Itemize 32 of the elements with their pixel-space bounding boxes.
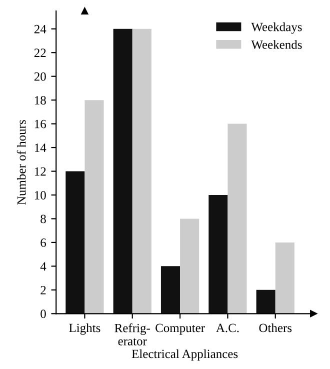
- bar: [275, 242, 294, 314]
- bar: [132, 28, 152, 314]
- y-tick-label: 16: [34, 120, 46, 128]
- legend-label: Weekends: [251, 40, 302, 49]
- bar: [228, 124, 247, 314]
- y-tick-label: 24: [34, 24, 46, 34]
- bar: [256, 290, 276, 314]
- y-tick-label: 14: [34, 144, 46, 152]
- y-tick-label: 4: [40, 262, 46, 271]
- x-tick-label: A.C.: [216, 324, 239, 332]
- x-tick-label: Computer: [156, 324, 205, 335]
- bar: [180, 218, 200, 314]
- x-axis-title: Electrical Appliances: [132, 349, 238, 361]
- bar: [208, 194, 228, 314]
- y-tick-label: 12: [34, 167, 46, 176]
- bar: [113, 28, 132, 314]
- x-tick-label: Refrig- erator: [114, 323, 150, 346]
- bar: [160, 266, 180, 314]
- y-tick-label: 0: [40, 310, 46, 318]
- y-tick-label: 20: [34, 72, 46, 81]
- bar: [84, 100, 104, 314]
- legend-label: Weekdays: [251, 22, 302, 34]
- y-tick-label: 2: [40, 286, 46, 294]
- bar: [66, 171, 85, 314]
- x-tick-label: Lights: [69, 323, 100, 335]
- y-tick-label: 22: [34, 48, 46, 57]
- y-tick-label: 10: [34, 191, 46, 200]
- y-axis-title: Number of hours: [16, 120, 26, 205]
- y-tick-label: 6: [40, 238, 46, 247]
- y-tick-label: 8: [40, 214, 46, 224]
- x-tick-label: Others: [259, 323, 292, 332]
- y-tick-label: 18: [34, 96, 46, 105]
